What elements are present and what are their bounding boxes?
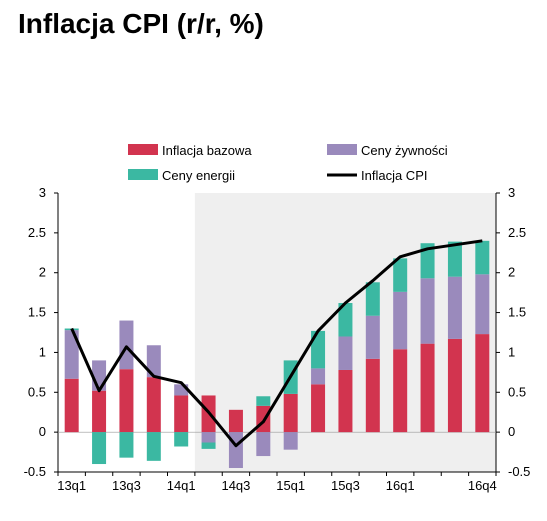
y-tick-label-left: 0 [39, 424, 46, 439]
bar-segment [420, 278, 435, 344]
bar-segment [119, 432, 134, 458]
bar-segment [119, 320, 134, 370]
cpi-line [70, 239, 483, 448]
y-tick-label-right: 1 [508, 344, 515, 359]
bar-segment [393, 258, 408, 292]
x-tick-label: 13q3 [112, 478, 141, 493]
bar-segment [338, 369, 353, 433]
bar-segment [146, 345, 161, 378]
bar-segment [338, 303, 353, 337]
bar-segment [64, 330, 79, 379]
y-tick-label-left: 2.5 [28, 225, 46, 240]
bar-segment [393, 291, 408, 350]
bar-segment [365, 358, 380, 433]
cpi-line-layer [70, 239, 483, 448]
bar-segment [146, 432, 161, 461]
bar-segment [201, 432, 216, 443]
y-tick-label-right: 2.5 [508, 225, 526, 240]
bar-segment [174, 384, 189, 396]
bar-segment [174, 395, 189, 433]
bar-segment [475, 334, 490, 433]
tick-labels-layer: -0.5 -0.5 0 0 0.5 0.5 1 1 1.5 1.5 2 2 2.5 2.5 3 3 13q1 13… [24, 185, 531, 493]
bar-segment [475, 274, 490, 335]
bar-segment [393, 349, 408, 433]
legend-swatch [327, 144, 357, 155]
bar-segment [256, 396, 271, 406]
y-tick-label-right: -0.5 [508, 464, 530, 479]
x-tick-label: 13q1 [57, 478, 86, 493]
bar-segment [119, 369, 134, 433]
chart-title: Inflacja CPI (r/r, %) [18, 8, 264, 39]
bar-segment [365, 315, 380, 359]
bar-segment [228, 409, 243, 433]
y-tick-label-left: -0.5 [24, 464, 46, 479]
bar-segment [64, 378, 79, 433]
bar-segment [475, 240, 490, 275]
x-tick-label: 16q1 [386, 478, 415, 493]
y-tick-label-left: 3 [39, 185, 46, 200]
y-tick-label-right: 1.5 [508, 305, 526, 320]
x-tick-label: 15q3 [331, 478, 360, 493]
bar-segment [311, 368, 326, 385]
y-tick-label-left: 1 [39, 344, 46, 359]
x-tick-label: 14q3 [221, 478, 250, 493]
bar-segment [146, 377, 161, 433]
bar-segment [447, 276, 462, 339]
legend-label: Ceny energii [162, 168, 235, 183]
legend-label: Inflacja bazowa [162, 143, 252, 158]
legend-swatch [128, 144, 158, 155]
bar-segment [283, 432, 298, 450]
bar-segment [420, 343, 435, 433]
legend-label: Inflacja CPI [361, 168, 427, 183]
bar-segment [201, 442, 216, 449]
bar-segment [447, 241, 462, 277]
bar-segment [311, 384, 326, 433]
bar-segment [311, 330, 326, 369]
bar-segment [365, 282, 380, 316]
bar-segment [283, 393, 298, 433]
y-tick-label-right: 3 [508, 185, 515, 200]
bar-segment [338, 336, 353, 370]
bar-segment [420, 243, 435, 279]
bar-segment [92, 432, 107, 465]
y-tick-label-right: 2 [508, 265, 515, 280]
bar-segment [256, 432, 271, 457]
legend: Inflacja bazowa Ceny żywności Ceny energii… [128, 143, 448, 183]
x-tick-label: 16q4 [468, 478, 497, 493]
bar-segment [447, 338, 462, 433]
x-tick-label: 14q1 [167, 478, 196, 493]
y-tick-label-left: 1.5 [28, 305, 46, 320]
y-tick-label-right: 0.5 [508, 384, 526, 399]
bar-segment [174, 432, 189, 447]
bar-segment [92, 360, 107, 391]
x-tick-label: 15q1 [276, 478, 305, 493]
legend-label: Ceny żywności [361, 143, 448, 158]
y-tick-label-left: 2 [39, 265, 46, 280]
bar-segment [92, 390, 107, 433]
y-tick-label-left: 0.5 [28, 384, 46, 399]
legend-swatch [128, 169, 158, 180]
y-tick-label-right: 0 [508, 424, 515, 439]
